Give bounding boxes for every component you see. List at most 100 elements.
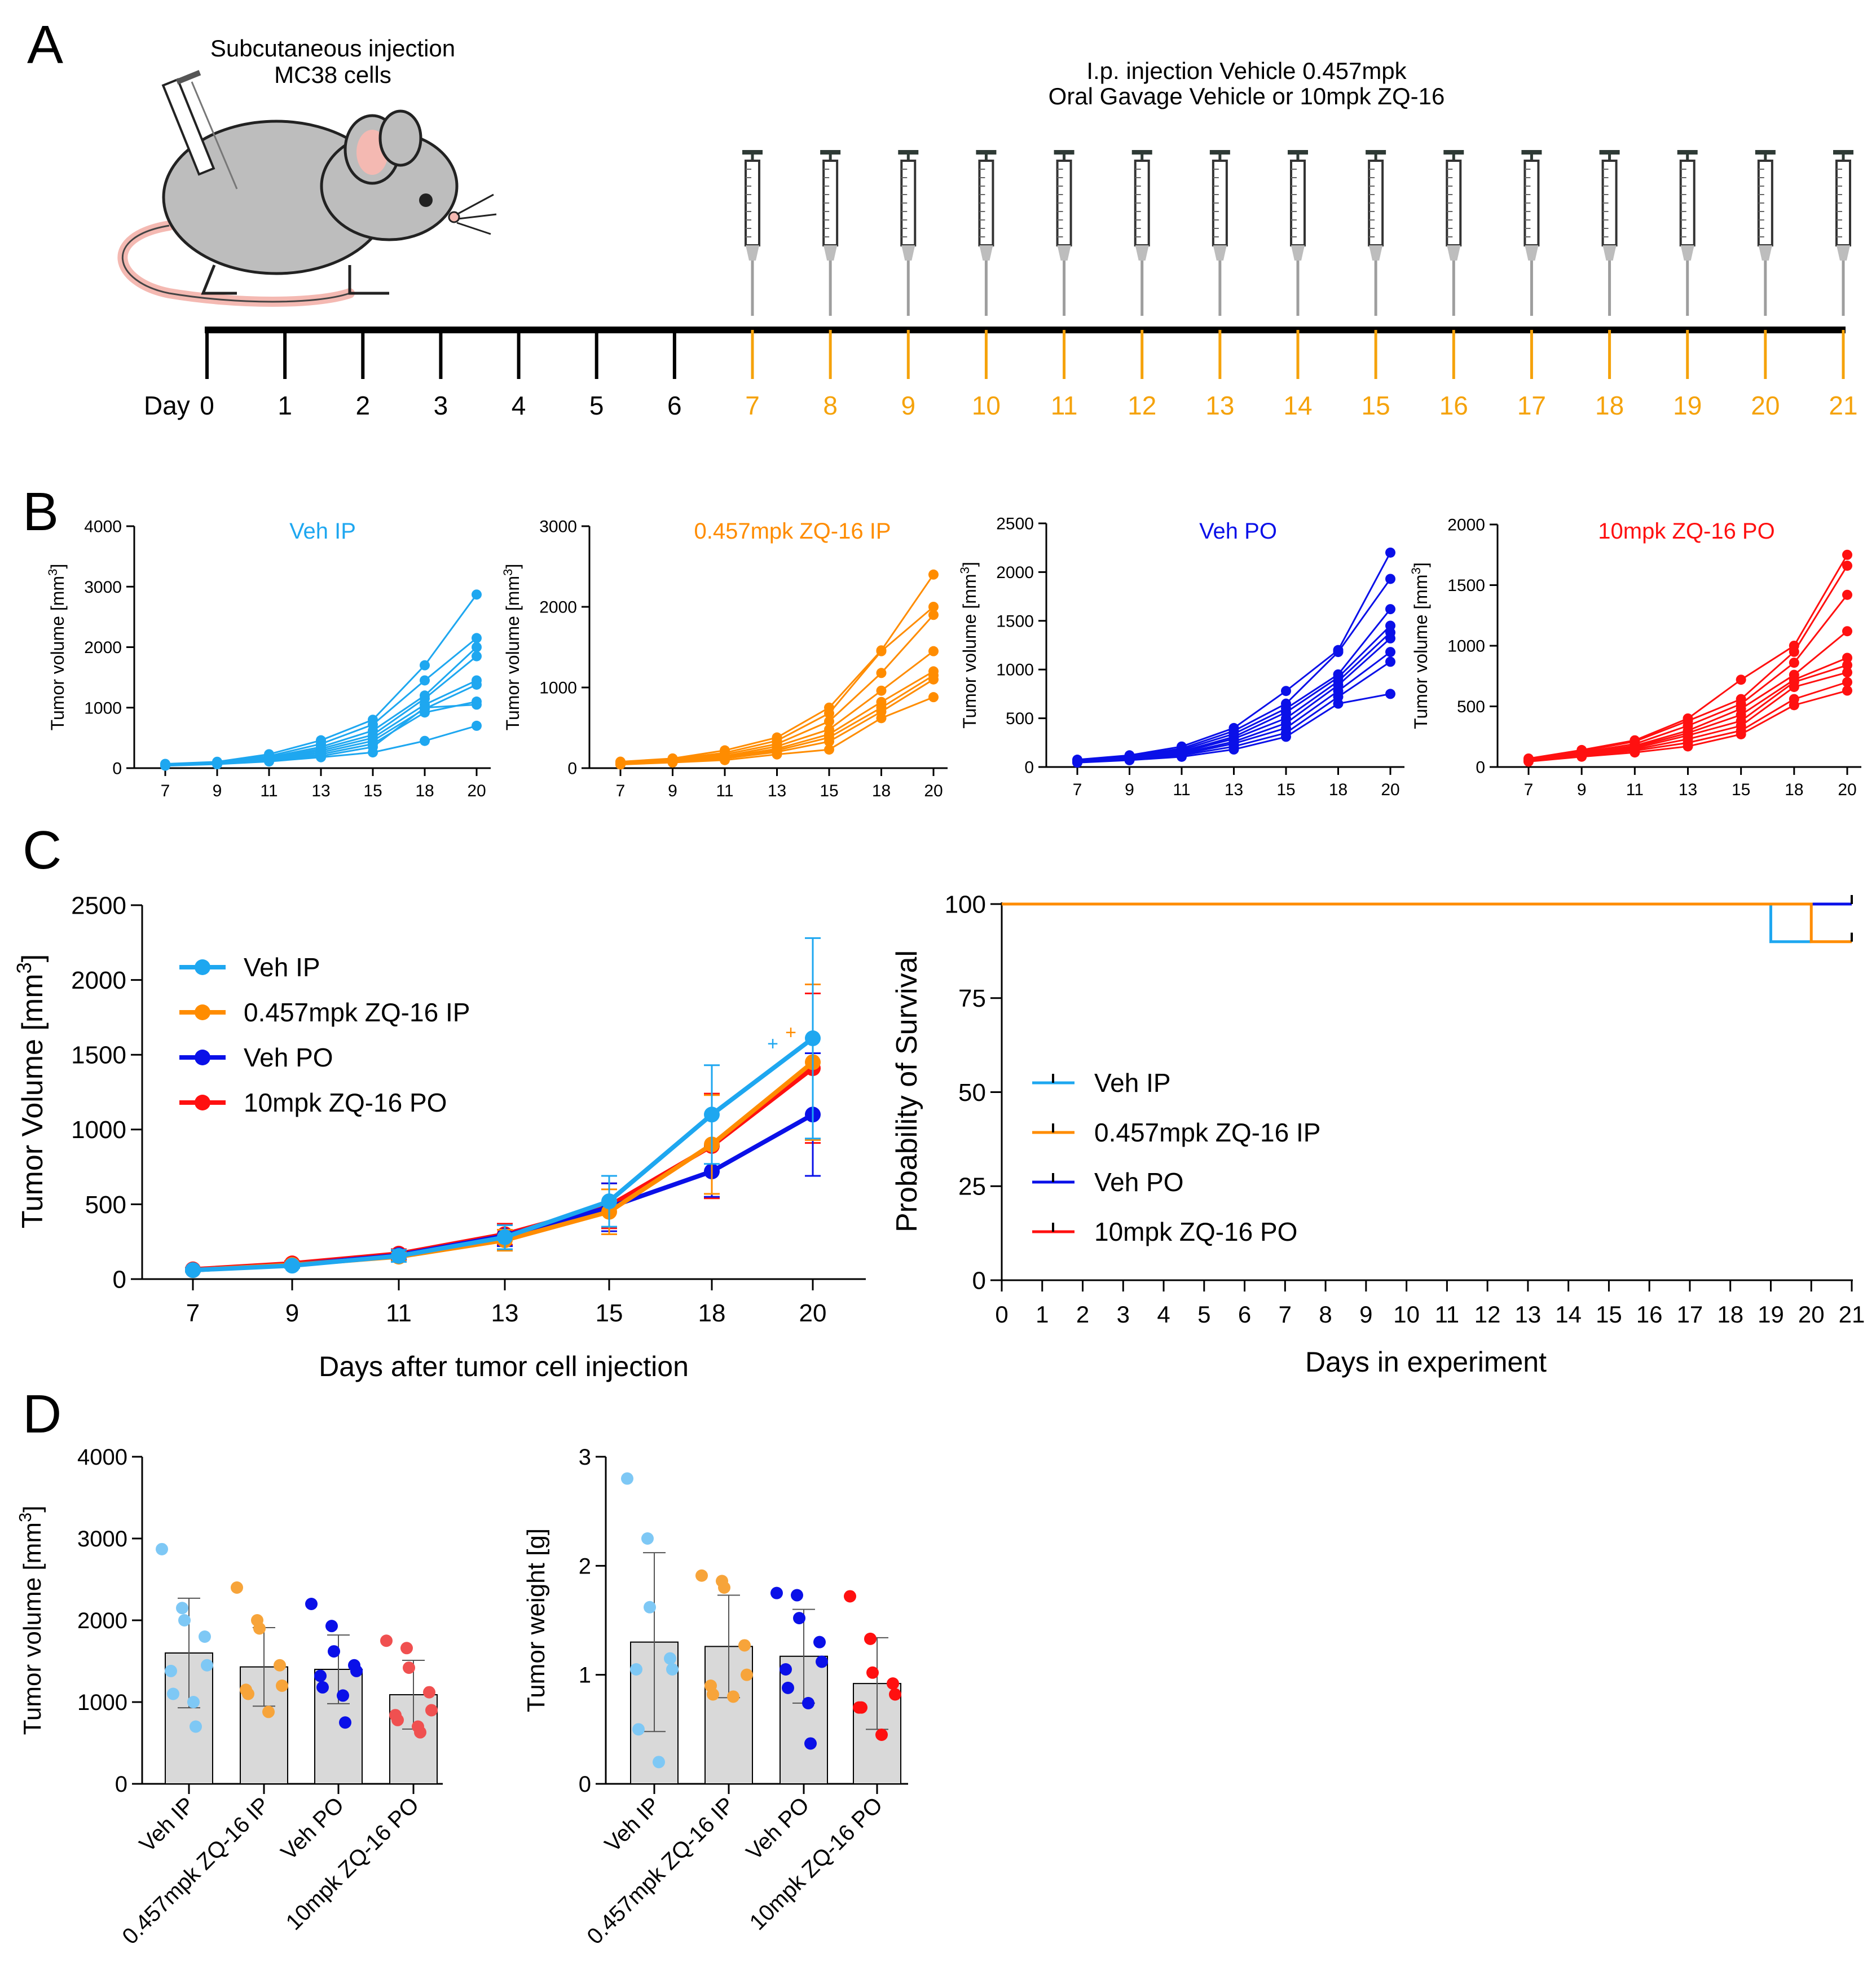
x-tick-label: 21	[1839, 1301, 1865, 1328]
x-tick-label: 15	[820, 782, 838, 800]
y-axis-title: Tumor volume [mm3]	[15, 1506, 47, 1735]
x-tick-label: 7	[186, 1299, 200, 1327]
data-point	[928, 646, 939, 656]
x-tick-label: 11	[386, 1299, 412, 1327]
data-point	[316, 752, 326, 762]
data-point	[1523, 756, 1534, 767]
data-point	[472, 720, 482, 731]
data-point	[1385, 604, 1395, 615]
y-tick-label: 1000	[77, 1690, 127, 1715]
timeline-day-4: 4	[512, 391, 526, 420]
data-point	[314, 1669, 327, 1682]
data-point	[201, 1659, 213, 1672]
timeline-day-16: 16	[1439, 391, 1468, 420]
x-tick-label: 20	[1381, 781, 1399, 799]
data-point	[667, 757, 678, 768]
data-point	[420, 702, 430, 713]
data-point	[1385, 574, 1395, 584]
data-point	[928, 674, 939, 685]
data-point	[876, 685, 887, 696]
data-point	[615, 759, 626, 770]
y-tick-label: 500	[1006, 709, 1034, 728]
data-point	[770, 1586, 783, 1599]
data-point	[425, 1704, 438, 1717]
data-point	[472, 679, 482, 690]
x-tick-label: 0.457mpk ZQ-16 IP	[582, 1792, 739, 1949]
data-point	[1177, 751, 1187, 762]
data-point	[718, 1581, 730, 1594]
data-point	[242, 1687, 254, 1700]
syringe-icon	[1833, 150, 1853, 316]
x-tick-label: Veh PO	[742, 1792, 814, 1865]
data-point	[887, 1677, 899, 1690]
chart-b3: 0 500 1000 1500 2000 2500 7 9 11 13 15 18 20 Veh PO Tu…	[958, 515, 1404, 799]
data-point	[866, 1666, 879, 1679]
data-point	[1842, 677, 1852, 687]
data-point	[403, 1661, 415, 1674]
data-point	[793, 1612, 805, 1625]
legend-label: 0.457mpk ZQ-16 IP	[244, 998, 470, 1027]
y-tick-label: 4000	[84, 518, 122, 536]
data-point	[824, 716, 834, 727]
syringe-icon	[1755, 150, 1776, 316]
x-tick-label: 15	[1276, 781, 1295, 799]
timeline-day-13: 13	[1205, 391, 1234, 420]
timeline-day-19: 19	[1673, 391, 1702, 420]
data-point	[1683, 741, 1693, 752]
data-point	[391, 1248, 407, 1264]
y-tick-label: 2000	[996, 563, 1034, 582]
timeline-day-18: 18	[1595, 391, 1624, 420]
x-tick-label: 0	[995, 1301, 1008, 1328]
x-tick-label: 20	[924, 782, 943, 800]
data-point	[928, 569, 939, 580]
syringe-row	[742, 150, 1853, 316]
x-tick-label: 3	[1117, 1301, 1130, 1328]
data-point	[844, 1590, 856, 1603]
y-tick-label: 1000	[84, 699, 122, 717]
syringe-icon	[742, 150, 763, 316]
y-tick-label: 0	[115, 1772, 127, 1797]
y-tick-label: 0	[113, 1266, 126, 1293]
timeline-day-9: 9	[901, 391, 915, 420]
x-tick-label: 18	[698, 1299, 726, 1327]
y-tick-label: 500	[1457, 698, 1485, 716]
syringe-icon	[976, 150, 997, 316]
data-point	[816, 1655, 828, 1668]
y-tick-label: 2500	[996, 515, 1034, 534]
y-axis-title: Tumor weight [g]	[522, 1528, 550, 1712]
y-tick-label: 75	[958, 985, 986, 1012]
data-point	[368, 747, 378, 758]
x-tick-label: 15	[363, 782, 382, 800]
data-point	[855, 1701, 867, 1714]
survival-step-line	[1002, 902, 1852, 944]
syringe-icon	[1288, 150, 1308, 316]
y-tick-label: 2	[579, 1554, 591, 1579]
y-axis-title: Tumor volume [mm3]	[46, 564, 68, 731]
timeline-day-7: 7	[745, 391, 760, 420]
data-point	[695, 1569, 708, 1582]
x-tick-label: 8	[1319, 1301, 1332, 1328]
chart-title: 0.457mpk ZQ-16 IP	[694, 519, 891, 544]
data-point	[165, 1664, 177, 1677]
x-tick-label: 9	[1125, 781, 1134, 799]
legend-label: Veh PO	[244, 1043, 333, 1072]
data-point	[231, 1581, 243, 1594]
data-point	[875, 1729, 888, 1741]
legend-label: Veh IP	[1094, 1068, 1171, 1097]
data-point	[187, 1696, 200, 1708]
x-tick-label: 11	[260, 782, 278, 800]
chart-b1: 0 1000 2000 3000 4000 7 9 11 13 15 18 20 Veh IP Tumor…	[46, 518, 491, 800]
x-tick-label: 15	[1596, 1301, 1622, 1328]
x-axis-title: Days in experiment	[1305, 1346, 1547, 1378]
data-point	[1842, 589, 1852, 600]
y-tick-label: 3000	[539, 518, 577, 536]
y-tick-label: 0	[112, 760, 122, 778]
legend-label: 0.457mpk ZQ-16 IP	[1094, 1118, 1320, 1147]
data-point	[928, 602, 939, 612]
y-tick-label: 0	[1476, 759, 1485, 777]
timeline-day-6: 6	[667, 391, 682, 420]
data-point	[274, 1659, 286, 1672]
data-point	[1842, 685, 1852, 696]
y-tick-label: 500	[85, 1191, 126, 1219]
data-point	[1842, 549, 1852, 560]
